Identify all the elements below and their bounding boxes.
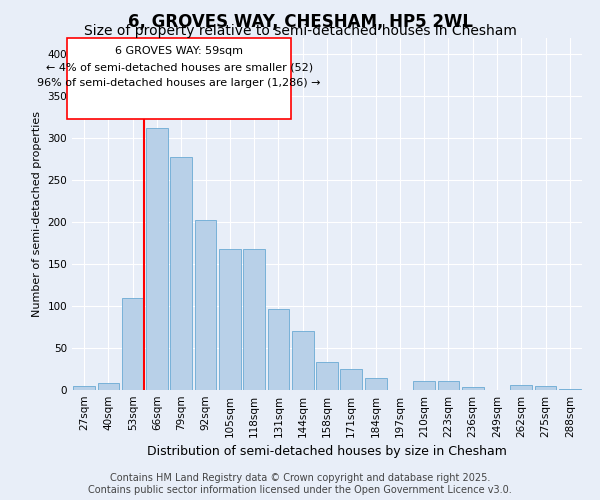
- Text: 96% of semi-detached houses are larger (1,286) →: 96% of semi-detached houses are larger (…: [37, 78, 321, 88]
- Bar: [437, 381, 460, 390]
- Bar: [194, 220, 217, 390]
- Text: Size of property relative to semi-detached houses in Chesham: Size of property relative to semi-detach…: [83, 24, 517, 38]
- Bar: [268, 308, 289, 390]
- Y-axis label: Number of semi-detached properties: Number of semi-detached properties: [32, 111, 42, 317]
- Bar: [559, 389, 581, 390]
- Bar: [73, 386, 95, 390]
- Bar: [462, 388, 484, 390]
- Bar: [146, 128, 168, 390]
- Bar: [535, 386, 556, 390]
- Bar: [219, 249, 241, 390]
- Bar: [413, 381, 435, 390]
- Bar: [122, 298, 143, 390]
- Text: 6, GROVES WAY, CHESHAM, HP5 2WL: 6, GROVES WAY, CHESHAM, HP5 2WL: [128, 12, 473, 30]
- Bar: [292, 331, 314, 390]
- Bar: [511, 385, 532, 390]
- Bar: [365, 378, 386, 390]
- Bar: [316, 362, 338, 390]
- Bar: [243, 249, 265, 390]
- Text: 6 GROVES WAY: 59sqm: 6 GROVES WAY: 59sqm: [115, 46, 243, 56]
- Bar: [97, 384, 119, 390]
- Text: ← 4% of semi-detached houses are smaller (52): ← 4% of semi-detached houses are smaller…: [46, 62, 313, 72]
- X-axis label: Distribution of semi-detached houses by size in Chesham: Distribution of semi-detached houses by …: [147, 446, 507, 458]
- Bar: [170, 156, 192, 390]
- Text: Contains HM Land Registry data © Crown copyright and database right 2025.
Contai: Contains HM Land Registry data © Crown c…: [88, 474, 512, 495]
- FancyBboxPatch shape: [67, 38, 291, 118]
- Bar: [340, 369, 362, 390]
